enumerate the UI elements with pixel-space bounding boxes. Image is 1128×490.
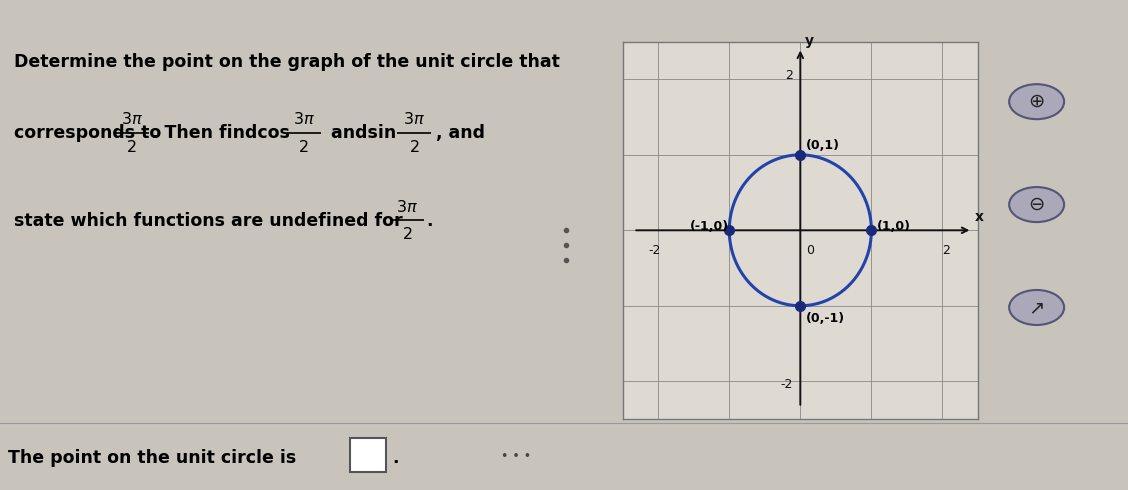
Text: $2$: $2$ xyxy=(402,226,413,243)
Text: (1,0): (1,0) xyxy=(878,220,911,233)
Text: corresponds to: corresponds to xyxy=(15,124,167,142)
Text: $3\pi$: $3\pi$ xyxy=(396,198,418,215)
Text: ⊖: ⊖ xyxy=(1029,195,1045,214)
Text: -2: -2 xyxy=(649,244,661,257)
Text: Determine the point on the graph of the unit circle that: Determine the point on the graph of the … xyxy=(15,53,561,71)
Circle shape xyxy=(1010,84,1064,119)
Text: , and: , and xyxy=(435,124,485,142)
Text: -2: -2 xyxy=(781,378,793,392)
Text: (0,-1): (0,-1) xyxy=(807,312,845,325)
Text: .: . xyxy=(393,449,398,467)
Text: (-1,0): (-1,0) xyxy=(690,220,730,233)
Text: state which functions are undefined for: state which functions are undefined for xyxy=(15,212,408,229)
Text: ↗: ↗ xyxy=(1029,298,1045,317)
Text: x: x xyxy=(975,210,984,224)
Circle shape xyxy=(1010,187,1064,222)
Text: 2: 2 xyxy=(785,69,793,82)
Text: andsin: andsin xyxy=(325,124,402,142)
Text: y: y xyxy=(805,34,814,49)
Text: . Then findcos: . Then findcos xyxy=(152,124,296,142)
Text: The point on the unit circle is: The point on the unit circle is xyxy=(8,449,302,467)
Text: $3\pi$: $3\pi$ xyxy=(121,111,142,127)
Text: $3\pi$: $3\pi$ xyxy=(292,111,315,127)
Bar xyxy=(350,438,386,472)
Circle shape xyxy=(1010,290,1064,325)
Text: 0: 0 xyxy=(807,244,814,257)
Text: ⊕: ⊕ xyxy=(1029,92,1045,111)
Text: $2$: $2$ xyxy=(126,139,136,155)
Text: $3\pi$: $3\pi$ xyxy=(403,111,425,127)
Text: $2$: $2$ xyxy=(298,139,309,155)
Text: $2$: $2$ xyxy=(409,139,420,155)
Text: .: . xyxy=(426,212,433,229)
Text: • • •: • • • xyxy=(501,450,531,464)
Text: 2: 2 xyxy=(942,244,950,257)
Text: (0,1): (0,1) xyxy=(807,139,840,152)
